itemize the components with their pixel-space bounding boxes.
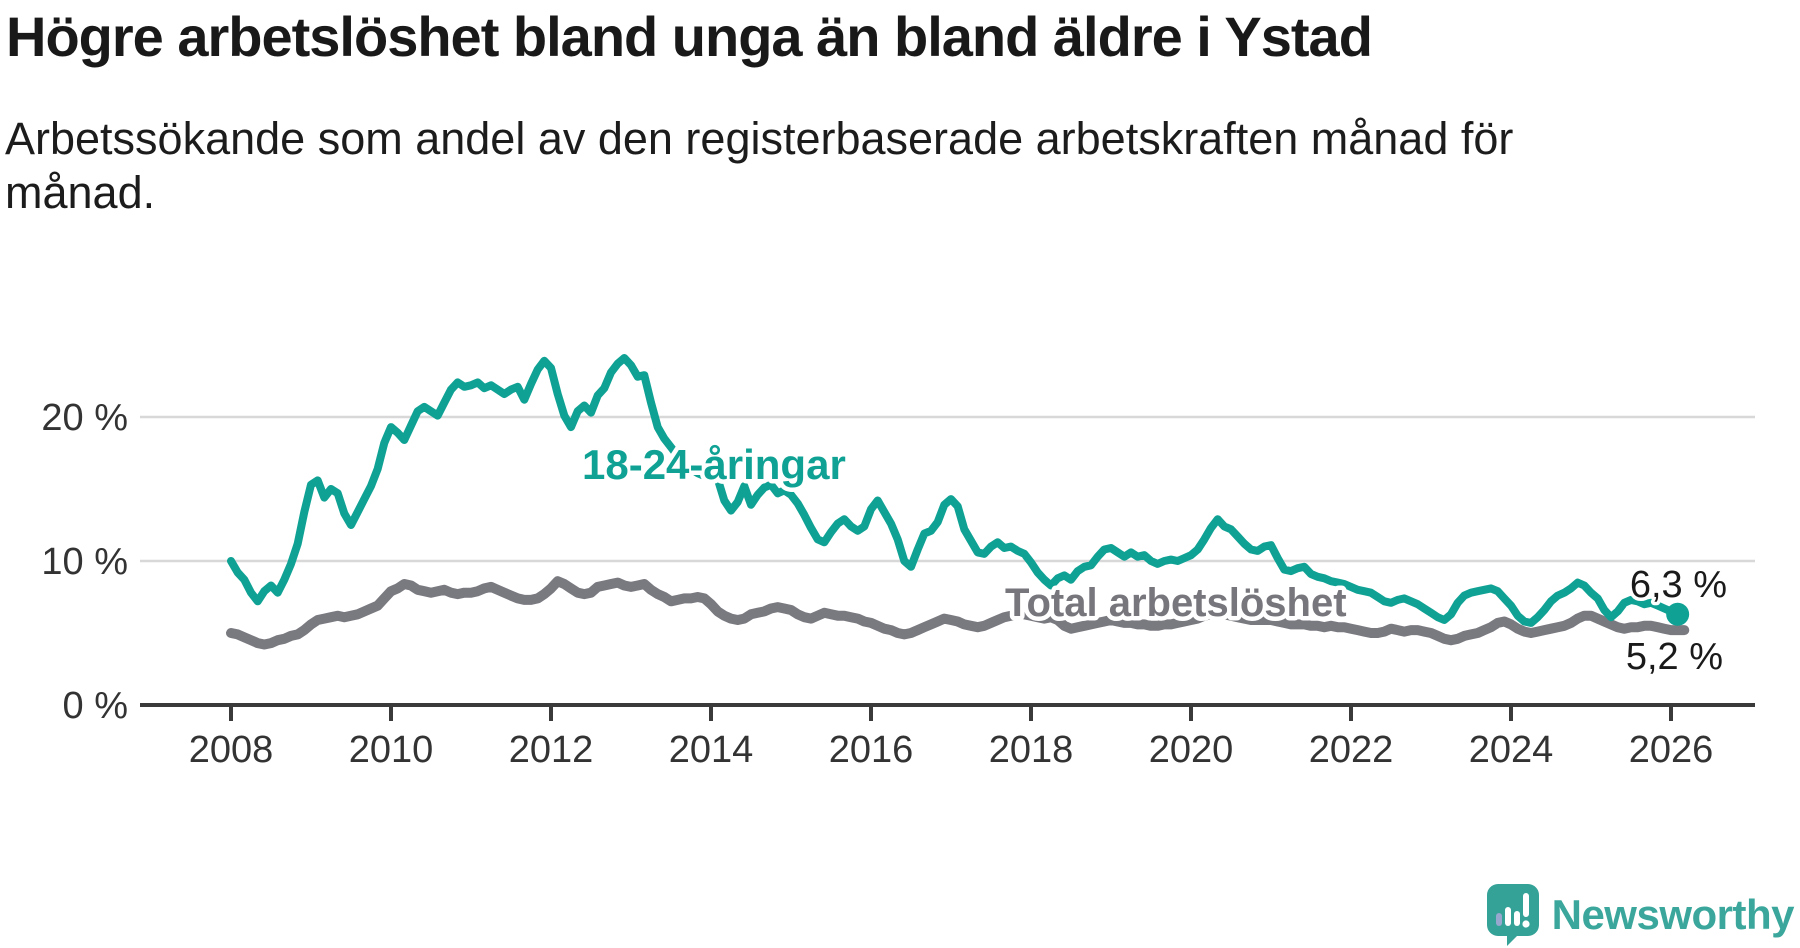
subtitle-line-1: Arbetssökande som andel av den registerb… bbox=[5, 113, 1514, 164]
x-axis-tick-label: 2016 bbox=[829, 729, 914, 771]
chart-subtitle: Arbetssökande som andel av den registerb… bbox=[5, 112, 1513, 220]
series-label-young: 18-24-åringar bbox=[582, 441, 846, 488]
y-axis-tick-label: 20 % bbox=[41, 397, 128, 439]
x-axis-tick-label: 2026 bbox=[1629, 729, 1714, 771]
x-axis-tick-label: 2012 bbox=[509, 729, 594, 771]
x-axis-tick-label: 2014 bbox=[669, 729, 754, 771]
axes: 0 % 10 % 20 % 2008 2010 2012 2014 2016 2018 2020 2… bbox=[41, 397, 1755, 771]
end-value-young: 6,3 % bbox=[1630, 564, 1727, 606]
y-axis-tick-label: 10 % bbox=[41, 541, 128, 583]
newsworthy-logo: Newsworthy bbox=[1486, 884, 1795, 946]
page-title: Högre arbetslöshet bland unga än bland ä… bbox=[6, 5, 1373, 68]
x-axis-tick-label: 2010 bbox=[349, 729, 434, 771]
x-axis-tick-label: 2024 bbox=[1469, 729, 1554, 771]
x-axis-tick-label: 2008 bbox=[189, 729, 274, 771]
end-value-total: 5,2 % bbox=[1626, 636, 1723, 678]
gridlines bbox=[140, 415, 1755, 563]
x-axis-tick-label: 2020 bbox=[1149, 729, 1234, 771]
series-lines bbox=[226, 354, 1690, 650]
newsworthy-logo-icon bbox=[1486, 884, 1539, 946]
series-line-young bbox=[227, 354, 1682, 627]
series-label-total: Total arbetslöshet bbox=[1005, 581, 1347, 625]
brand-name: Newsworthy bbox=[1551, 891, 1795, 938]
y-axis-tick-label: 0 % bbox=[63, 685, 128, 727]
subtitle-line-2: månad. bbox=[5, 167, 156, 218]
series-line-total bbox=[226, 576, 1690, 650]
x-axis-tick-label: 2022 bbox=[1309, 729, 1394, 771]
x-axis-tick-label: 2018 bbox=[989, 729, 1074, 771]
end-point-dot bbox=[1666, 602, 1690, 626]
